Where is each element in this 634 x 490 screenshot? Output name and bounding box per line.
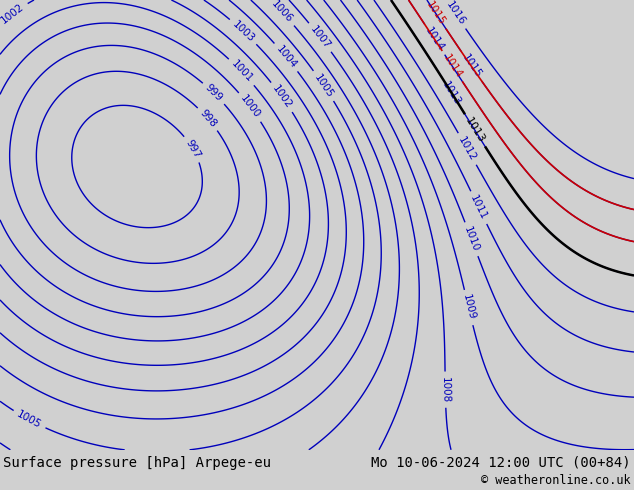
Text: 1003: 1003: [230, 19, 256, 44]
Text: 1007: 1007: [308, 24, 332, 51]
Text: © weatheronline.co.uk: © weatheronline.co.uk: [481, 474, 631, 487]
Text: 1011: 1011: [469, 194, 489, 221]
Text: 1004: 1004: [274, 44, 299, 71]
Text: 1000: 1000: [238, 94, 262, 121]
Text: 1015: 1015: [460, 52, 483, 80]
Text: 1014: 1014: [441, 52, 463, 80]
Text: 1014: 1014: [424, 25, 446, 53]
Text: 1009: 1009: [461, 294, 477, 321]
Text: Mo 10-06-2024 12:00 UTC (00+84): Mo 10-06-2024 12:00 UTC (00+84): [371, 456, 631, 470]
Text: Surface pressure [hPa] Arpege-eu: Surface pressure [hPa] Arpege-eu: [3, 456, 271, 470]
Text: 1002: 1002: [0, 2, 26, 26]
Text: 1005: 1005: [313, 72, 335, 99]
Text: 1016: 1016: [444, 0, 467, 27]
Text: 999: 999: [204, 83, 224, 104]
Text: 1010: 1010: [462, 225, 481, 253]
Text: 1015: 1015: [424, 0, 447, 27]
Text: 997: 997: [183, 138, 202, 160]
Text: 1008: 1008: [440, 376, 451, 403]
Text: 998: 998: [198, 108, 218, 130]
Text: 1002: 1002: [270, 83, 294, 111]
Text: 1012: 1012: [456, 135, 478, 163]
Text: 1006: 1006: [269, 0, 295, 25]
Text: 1005: 1005: [15, 409, 43, 430]
Text: 1001: 1001: [229, 59, 254, 85]
Text: 1013: 1013: [441, 79, 463, 107]
Text: 1013: 1013: [463, 116, 487, 145]
